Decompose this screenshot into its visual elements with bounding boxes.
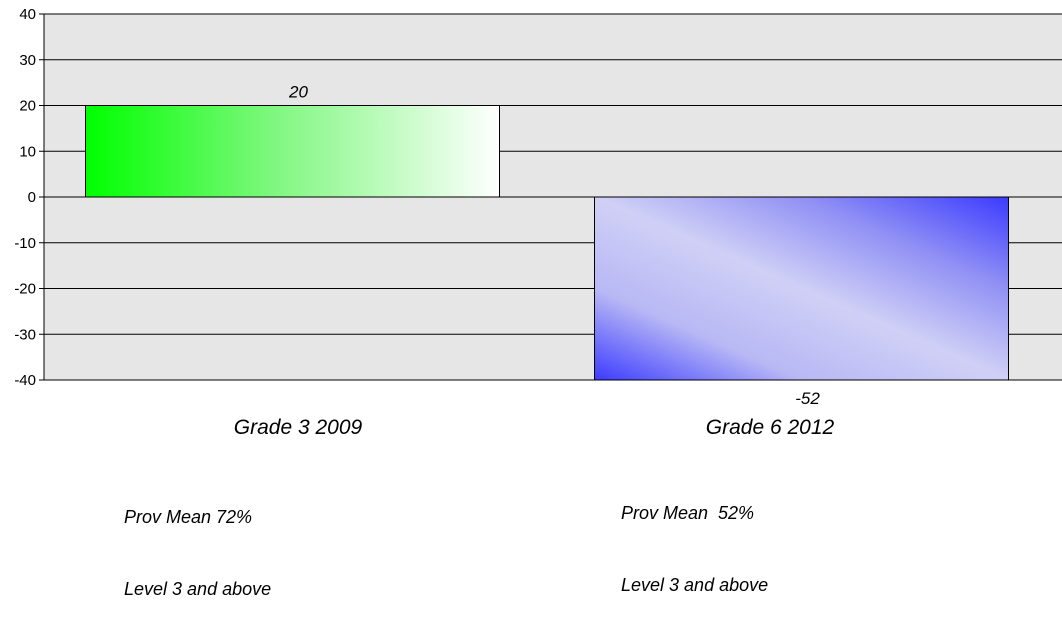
annotation-grade-3-2009: Prov Mean 72% Level 3 and above xyxy=(124,457,271,625)
bar-grade-3-2009 xyxy=(85,105,500,198)
data-label: 20 xyxy=(288,83,308,102)
category-label-grade-3-2009: Grade 3 2009 xyxy=(233,416,363,439)
annotation-level: Level 3 and above xyxy=(124,579,272,599)
y-tick-label: 10 xyxy=(19,143,36,160)
y-tick-label: 0 xyxy=(28,189,36,206)
annotation-prov-mean: Prov Mean 72% xyxy=(124,507,253,527)
y-tick-label: 40 xyxy=(19,6,36,23)
category-label-grade-6-2012: Grade 6 2012 xyxy=(705,416,835,439)
y-tick-label: -10 xyxy=(14,235,36,252)
annotation-prov-mean: Prov Mean 52% xyxy=(621,503,755,523)
bar-chart: 40 30 20 10 0 -10 -20 -30 -40 20 -52 xyxy=(14,6,1062,408)
y-tick-label: -30 xyxy=(14,326,36,343)
y-tick-label: 30 xyxy=(19,52,36,69)
bar-grade-6-2012 xyxy=(594,196,1009,381)
y-tick-label: 20 xyxy=(19,98,36,115)
y-tick-label: -20 xyxy=(14,281,36,298)
y-tick-label: -40 xyxy=(14,372,36,389)
data-label: -52 xyxy=(795,389,820,408)
annotation-level: Level 3 and above xyxy=(621,575,769,595)
annotation-grade-6-2012: Prov Mean 52% Level 3 and above xyxy=(621,453,768,621)
